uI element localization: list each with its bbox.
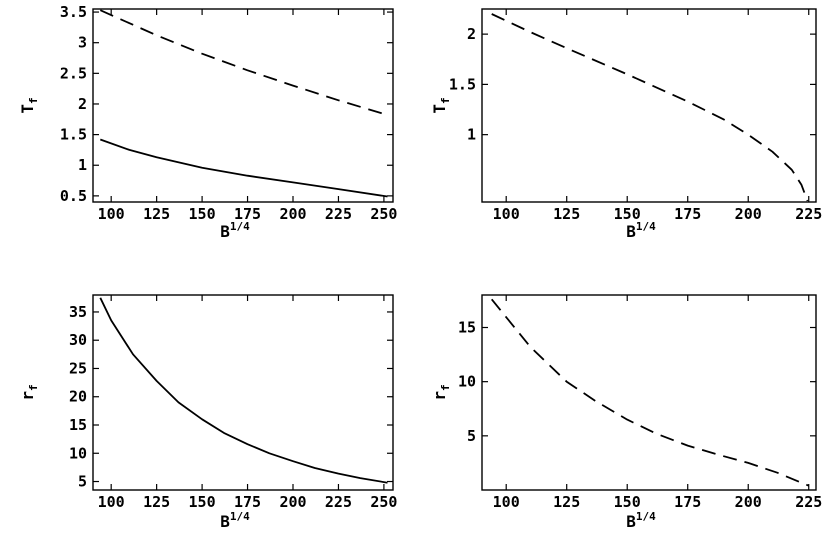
y-axis-label-main: T <box>430 104 449 114</box>
y-axis-label: rf <box>18 384 40 400</box>
solid-series-line <box>99 297 388 484</box>
y-tick-label: 3 <box>78 34 87 52</box>
y-tick-label: 1 <box>467 126 476 144</box>
y-tick-label: 1 <box>78 156 87 174</box>
x-tick-label: 225 <box>795 493 822 511</box>
x-tick-label: 250 <box>370 205 397 223</box>
x-tick-label: 125 <box>553 493 580 511</box>
x-axis-label-main: B <box>220 222 230 241</box>
y-axis-label-main: r <box>18 391 37 401</box>
y-tick-label: 1.5 <box>449 75 476 93</box>
y-tick-label: 20 <box>69 388 87 406</box>
y-axis-label-sub: f <box>439 384 452 391</box>
y-axis-label-main: r <box>430 391 449 401</box>
panel-top-right: 100 125 150 175 200 225 1 1.5 2 B1/4 Tf <box>430 8 822 241</box>
x-tick-label: 100 <box>98 493 125 511</box>
x-tick-label: 200 <box>735 493 762 511</box>
y-tick-label: 1.5 <box>60 126 87 144</box>
y-axis-label: rf <box>430 384 452 400</box>
y-axis-label: Tf <box>430 97 452 113</box>
x-tick-label: 225 <box>795 205 822 223</box>
x-tick-label: 225 <box>325 205 352 223</box>
solid-series-line <box>99 138 388 198</box>
x-axis-label: B1/4 <box>220 510 250 531</box>
x-tick-label: 175 <box>234 205 261 223</box>
dashed-series-line <box>491 298 810 487</box>
panel-top-left: 100 125 150 175 200 225 250 0.5 1 1.5 2 2.5 3 3.5 B1/4… <box>18 3 397 241</box>
y-tick-label: 2.5 <box>60 64 87 82</box>
plot-frame <box>92 8 394 203</box>
x-tick-label: 100 <box>98 205 125 223</box>
x-axis-label-sup: 1/4 <box>230 510 250 523</box>
x-tick-label: 150 <box>189 493 216 511</box>
x-tick-label: 175 <box>674 205 701 223</box>
x-tick-label: 100 <box>493 493 520 511</box>
x-tick-label: 250 <box>370 493 397 511</box>
x-axis-label-main: B <box>220 512 230 531</box>
plot-frame <box>481 8 817 203</box>
y-tick-label: 10 <box>69 444 87 462</box>
y-tick-label: 25 <box>69 359 87 377</box>
x-axis-label-sup: 1/4 <box>230 220 250 233</box>
y-axis-label-sub: f <box>27 97 40 104</box>
y-tick-label: 2 <box>467 25 476 43</box>
x-axis-label-sup: 1/4 <box>636 510 656 523</box>
x-axis-label: B1/4 <box>626 220 656 241</box>
x-tick-label: 175 <box>674 493 701 511</box>
dashed-series-line <box>491 13 809 202</box>
x-tick-label: 125 <box>143 493 170 511</box>
y-tick-label: 2 <box>78 95 87 113</box>
y-axis-label-main: T <box>18 104 37 114</box>
x-axis-label: B1/4 <box>626 510 656 531</box>
x-tick-label: 125 <box>143 205 170 223</box>
x-tick-label: 150 <box>614 493 641 511</box>
plot-frame <box>92 294 394 491</box>
y-axis-label-sub: f <box>439 97 452 104</box>
y-tick-label: 0.5 <box>60 187 87 205</box>
y-axis-label-sub: f <box>27 384 40 391</box>
y-tick-label: 10 <box>458 373 476 391</box>
x-tick-label: 150 <box>614 205 641 223</box>
panel-bottom-left: 100 125 150 175 200 225 250 5 10 15 20 25 30 35 B1/4 rf <box>18 294 397 531</box>
y-tick-label: 30 <box>69 331 87 349</box>
y-tick-label: 5 <box>78 473 87 491</box>
y-tick-label: 15 <box>69 416 87 434</box>
x-axis-label-main: B <box>626 512 636 531</box>
y-tick-label: 15 <box>458 319 476 337</box>
x-tick-label: 125 <box>553 205 580 223</box>
x-axis-label: B1/4 <box>220 220 250 241</box>
x-tick-label: 200 <box>279 493 306 511</box>
x-tick-label: 150 <box>189 205 216 223</box>
y-tick-label: 35 <box>69 303 87 321</box>
y-tick-label: 5 <box>467 427 476 445</box>
x-axis-label-sup: 1/4 <box>636 220 656 233</box>
panel-bottom-right: 100 125 150 175 200 225 5 10 15 B1/4 rf <box>430 294 822 531</box>
plot-frame <box>481 294 817 491</box>
x-tick-label: 100 <box>493 205 520 223</box>
y-tick-label: 3.5 <box>60 3 87 21</box>
y-axis-label: Tf <box>18 97 40 113</box>
x-tick-label: 200 <box>279 205 306 223</box>
x-tick-label: 200 <box>735 205 762 223</box>
x-tick-label: 225 <box>325 493 352 511</box>
dashed-series-line <box>99 9 388 116</box>
x-tick-label: 175 <box>234 493 261 511</box>
x-axis-label-main: B <box>626 222 636 241</box>
